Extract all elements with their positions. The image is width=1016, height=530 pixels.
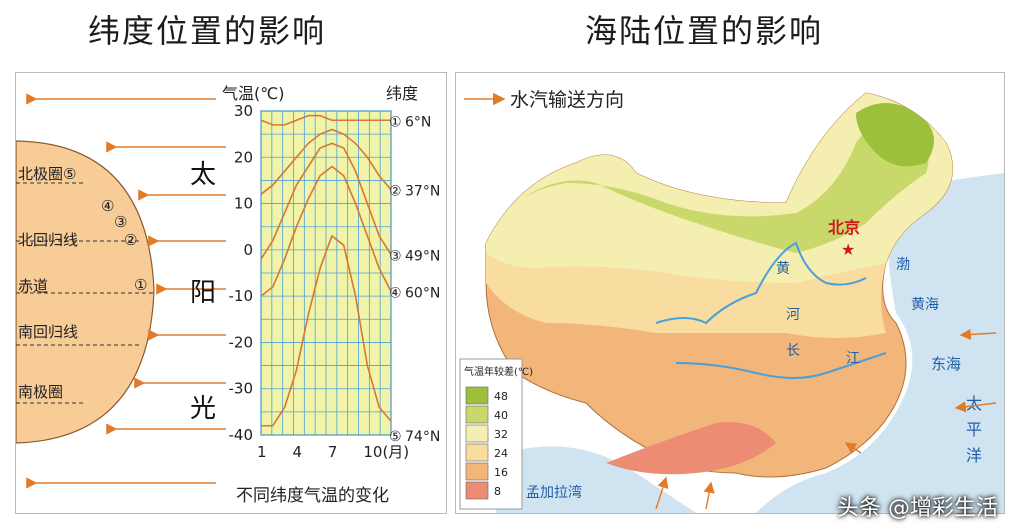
lat-value: 49°N bbox=[405, 248, 440, 264]
series-line-4 bbox=[260, 165, 392, 297]
left-title: 纬度位置的影响 bbox=[88, 12, 327, 50]
sun-char-3: 光 bbox=[190, 394, 216, 424]
range-legend: 气温年较差(℃) 48 40 32 24 16 8 bbox=[459, 358, 533, 510]
series-line-3 bbox=[260, 142, 392, 260]
china-map: 水汽输送方向 北京 ★ 黄 河 长 江 渤 黄海 东海 太 平 洋 孟加拉湾 气… bbox=[456, 73, 1004, 513]
latitude-figure: 北极圈⑤ 北回归线 赤道 南回归线 南极圈 ④ ③ ② ① bbox=[16, 84, 440, 506]
chart-x-ticks: 1 4 7 10(月) bbox=[257, 443, 409, 461]
chart-lines bbox=[260, 114, 392, 427]
series-line-1 bbox=[260, 114, 391, 126]
range-label: 8 bbox=[494, 485, 501, 498]
chart-caption: 不同纬度气温的变化 bbox=[236, 486, 389, 506]
x-tick-label: 7 bbox=[328, 443, 338, 461]
earth-num-3: ③ bbox=[114, 213, 127, 231]
x-tick-label: 4 bbox=[292, 443, 302, 461]
lat-value: 37°N bbox=[405, 184, 440, 200]
range-label: 32 bbox=[494, 428, 508, 441]
lat-num: ③ bbox=[389, 248, 402, 264]
land-sea-panel: 水汽输送方向 北京 ★ 黄 河 长 江 渤 黄海 东海 太 平 洋 孟加拉湾 气… bbox=[455, 72, 1005, 514]
y-tick-label: -40 bbox=[229, 426, 254, 444]
lat-header: 纬度 bbox=[386, 84, 418, 103]
range-label: 40 bbox=[494, 409, 508, 422]
latitude-labels: ① 6°N ② 37°N ③ 49°N ④ 60°N ⑤ 74°N bbox=[389, 114, 440, 445]
y-tick-label: 0 bbox=[243, 241, 253, 259]
earth-disc bbox=[16, 140, 155, 444]
yellow-river bbox=[655, 241, 867, 325]
label-arctic: 北极圈⑤ bbox=[18, 165, 76, 183]
ocean-east bbox=[756, 173, 1004, 513]
yangtze-river bbox=[675, 352, 887, 379]
beijing-star-icon: ★ bbox=[841, 240, 855, 259]
x-tick-label: 10(月) bbox=[363, 443, 409, 461]
y-tick-label: 20 bbox=[234, 148, 253, 166]
range-swatch bbox=[465, 443, 489, 462]
label-tropic-n: 北回归线 bbox=[18, 231, 78, 249]
lat-value: 74°N bbox=[405, 429, 440, 445]
chart-y-ticks: 30 20 10 0 -10 -20 -30 -40 bbox=[229, 102, 254, 444]
y-tick-label: -30 bbox=[229, 380, 254, 398]
lat-value: 60°N bbox=[405, 286, 440, 302]
label-tai: 太 bbox=[966, 394, 982, 413]
sun-char-2: 阳 bbox=[190, 278, 216, 308]
lat-num: ① bbox=[389, 114, 402, 130]
range-swatch bbox=[465, 462, 489, 481]
y-axis-title: 气温(℃) bbox=[222, 84, 284, 103]
y-tick-label: 30 bbox=[234, 102, 253, 120]
label-tropic-s: 南回归线 bbox=[18, 323, 78, 341]
label-huang: 黄 bbox=[776, 260, 790, 277]
label-equator: 赤道 bbox=[18, 277, 48, 295]
y-tick-label: 10 bbox=[234, 195, 253, 213]
range-label: 16 bbox=[494, 466, 508, 479]
label-ping: 平 bbox=[966, 420, 982, 439]
series-line-5 bbox=[261, 234, 392, 427]
earth-num-4: ④ bbox=[101, 197, 114, 215]
range-swatch bbox=[465, 481, 489, 500]
legend-arrow-label: 水汽输送方向 bbox=[510, 89, 624, 111]
ocean-south bbox=[496, 446, 696, 513]
sun-char-1: 太 bbox=[190, 160, 216, 190]
earth-num-1: ① bbox=[134, 276, 147, 294]
y-tick-label: -10 bbox=[229, 287, 254, 305]
beijing-label: 北京 bbox=[828, 218, 860, 237]
lat-num: ② bbox=[389, 184, 402, 200]
range-legend-title: 气温年较差(℃) bbox=[464, 365, 533, 378]
range-swatch bbox=[465, 424, 489, 443]
label-antarctic: 南极圈 bbox=[18, 383, 63, 401]
label-yang: 洋 bbox=[966, 446, 982, 465]
range-swatch bbox=[465, 386, 489, 405]
label-chang: 长 bbox=[786, 343, 800, 359]
watermark: 头条 @增彩生活 bbox=[837, 496, 998, 521]
latitude-panel: 北极圈⑤ 北回归线 赤道 南回归线 南极圈 ④ ③ ② ① bbox=[15, 72, 447, 514]
label-donghai: 东海 bbox=[931, 355, 961, 373]
lat-num: ④ bbox=[389, 286, 402, 302]
chart-grid bbox=[260, 110, 392, 436]
label-bay-of-bengal: 孟加拉湾 bbox=[526, 484, 582, 501]
right-title: 海陆位置的影响 bbox=[585, 12, 824, 50]
label-huanghai: 黄海 bbox=[911, 296, 939, 313]
moisture-arrows bbox=[655, 328, 997, 510]
earth-num-2: ② bbox=[124, 231, 137, 249]
sun-arrows bbox=[26, 93, 226, 489]
range-swatch bbox=[465, 405, 489, 424]
china-land bbox=[485, 92, 954, 478]
series-line-2 bbox=[260, 128, 392, 195]
y-tick-label: -20 bbox=[229, 333, 254, 351]
range-label: 24 bbox=[494, 447, 508, 460]
x-tick-label: 1 bbox=[257, 443, 267, 461]
label-bohai: 渤 bbox=[896, 257, 910, 273]
lat-num: ⑤ bbox=[389, 429, 402, 445]
label-jiang: 江 bbox=[846, 351, 860, 367]
range-label: 48 bbox=[494, 390, 508, 403]
lat-value: 6°N bbox=[405, 114, 431, 130]
label-he: 河 bbox=[786, 307, 800, 323]
